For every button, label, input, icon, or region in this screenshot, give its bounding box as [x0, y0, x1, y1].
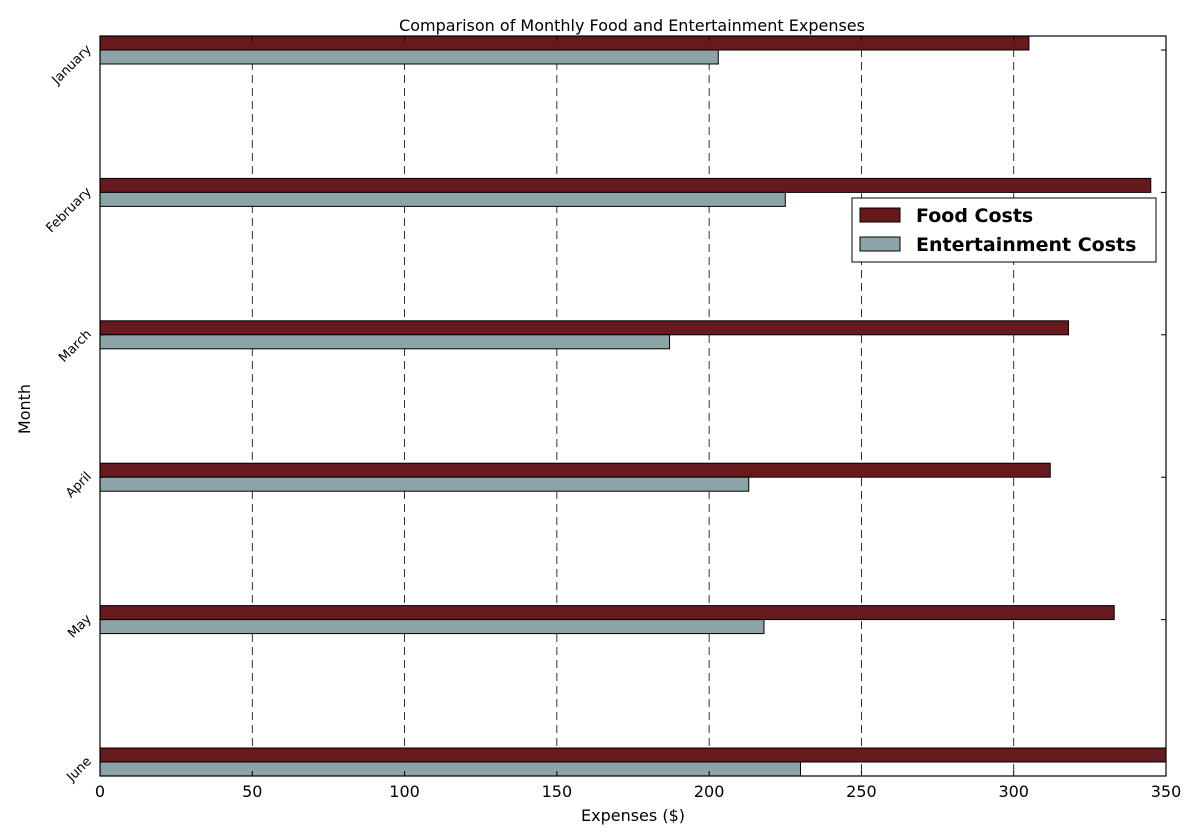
- bar-entertainment-costs-january: [100, 50, 718, 64]
- bar-entertainment-costs-february: [100, 192, 785, 206]
- legend-swatch-food-costs: [860, 208, 900, 222]
- bar-food-costs-june: [100, 748, 1166, 762]
- x-axis-label: Expenses ($): [581, 806, 685, 825]
- legend: Food Costs Entertainment Costs: [852, 198, 1156, 262]
- x-tick-label: 200: [694, 782, 725, 801]
- bar-entertainment-costs-march: [100, 335, 670, 349]
- bar-food-costs-january: [100, 36, 1029, 50]
- x-tick-label: 350: [1151, 782, 1182, 801]
- chart-title: Comparison of Monthly Food and Entertain…: [399, 16, 865, 35]
- bar-entertainment-costs-june: [100, 762, 801, 776]
- x-tick-label: 0: [95, 782, 105, 801]
- bar-food-costs-may: [100, 606, 1114, 620]
- bar-entertainment-costs-may: [100, 620, 764, 634]
- legend-label-entertainment-costs: Entertainment Costs: [916, 234, 1136, 256]
- bar-food-costs-march: [100, 321, 1069, 335]
- bar-food-costs-february: [100, 178, 1151, 192]
- x-tick-label: 300: [998, 782, 1029, 801]
- x-tick-label: 250: [846, 782, 877, 801]
- y-axis-label: Month: [15, 384, 34, 434]
- legend-swatch-entertainment-costs: [860, 237, 900, 251]
- x-tick-label: 50: [242, 782, 262, 801]
- x-tick-label: 150: [542, 782, 573, 801]
- bar-entertainment-costs-april: [100, 477, 749, 491]
- bar-food-costs-april: [100, 463, 1050, 477]
- x-tick-label: 100: [389, 782, 420, 801]
- legend-label-food-costs: Food Costs: [916, 205, 1033, 227]
